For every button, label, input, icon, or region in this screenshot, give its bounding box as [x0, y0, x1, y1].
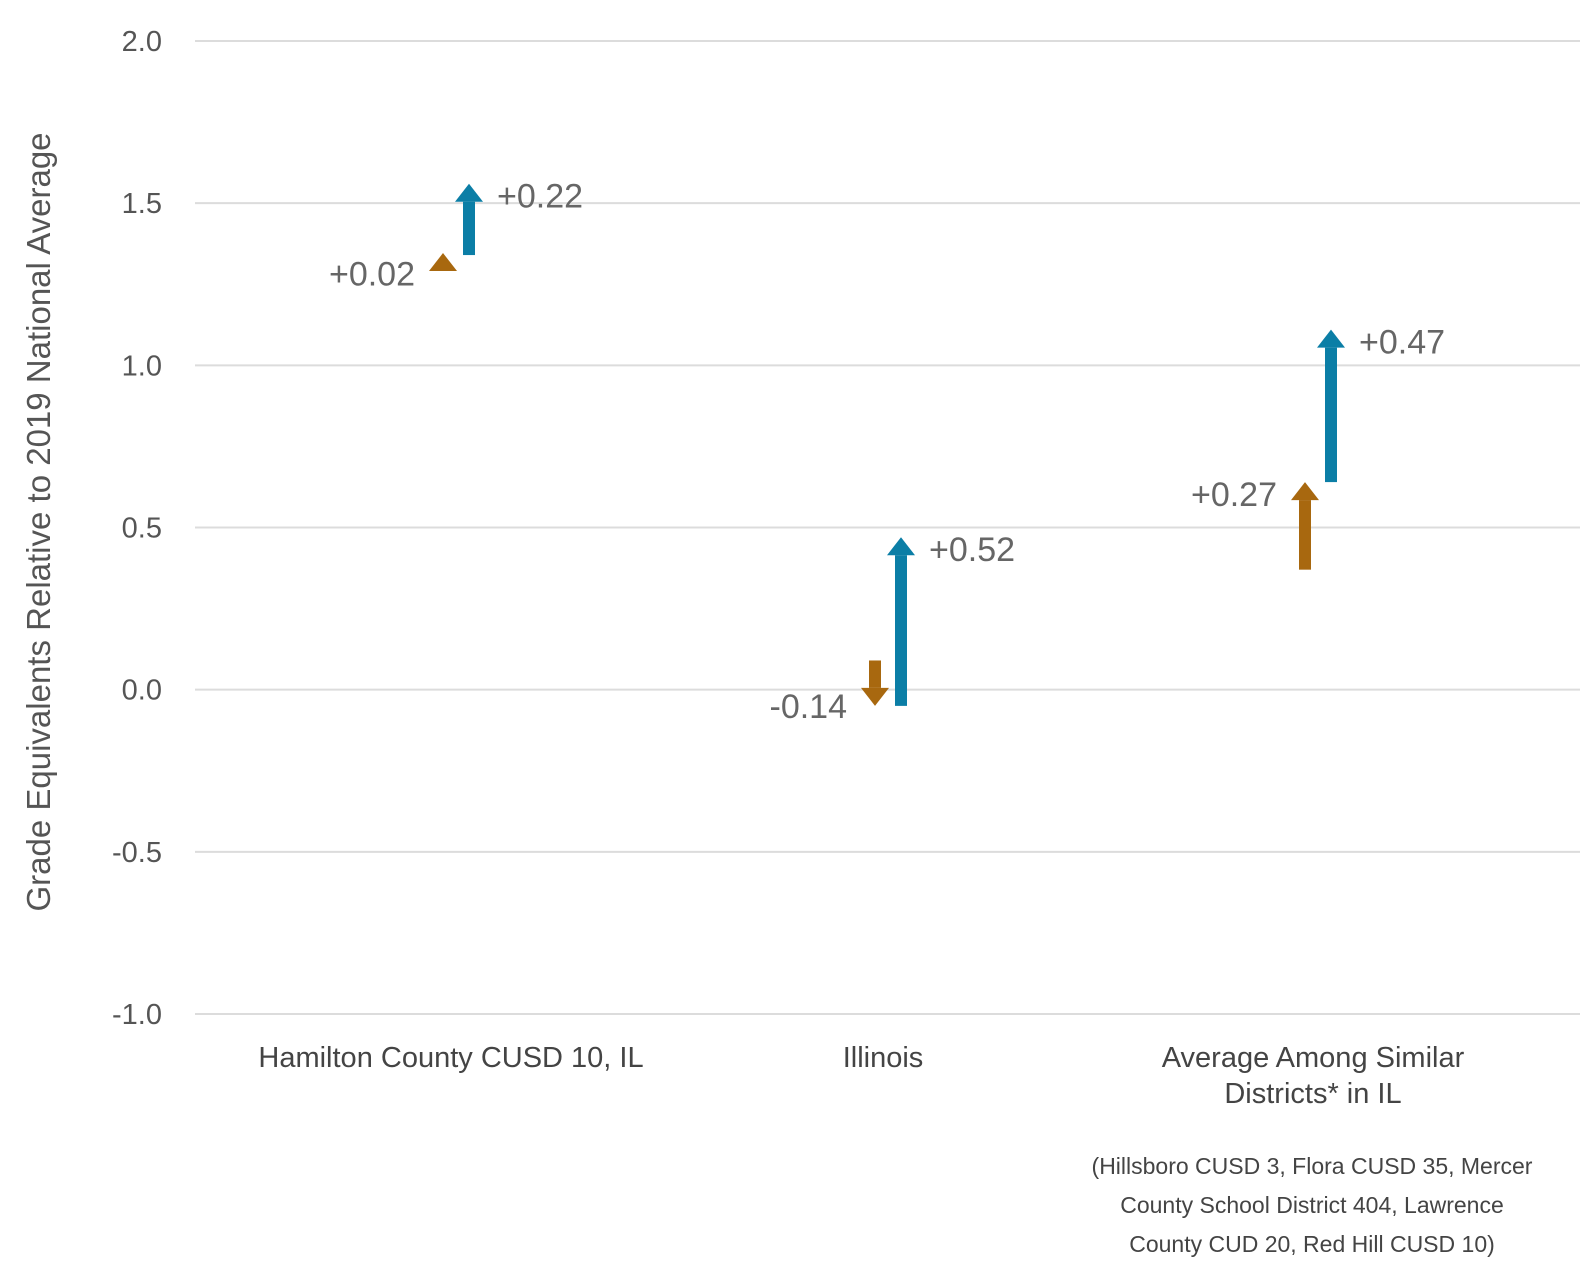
- footnote-line: County School District 404, Lawrence: [1120, 1192, 1504, 1218]
- first-change-label: -0.14: [770, 688, 848, 726]
- footnote: (Hillsboro CUSD 3, Flora CUSD 35, Mercer…: [1092, 1153, 1533, 1257]
- footnote-line: County CUD 20, Red Hill CUSD 10): [1129, 1231, 1495, 1257]
- second-change-label: +0.22: [497, 178, 583, 216]
- y-axis-label: Grade Equivalents Relative to 2019 Natio…: [20, 132, 57, 911]
- y-tick-label: 1.5: [122, 188, 162, 220]
- category-label: Hamilton County CUSD 10, IL: [258, 1042, 643, 1074]
- second-change-arrow-head: [887, 537, 915, 556]
- first-change-arrow: [429, 253, 457, 272]
- second-change-arrow-head: [455, 183, 483, 202]
- y-tick-label: 0.5: [122, 513, 162, 545]
- second-change-arrow: [1317, 329, 1345, 483]
- category-label: Illinois: [843, 1042, 924, 1074]
- second-change-arrow-shaft: [895, 555, 907, 706]
- y-axis-ticks: 2.0 1.5 1.0 0.5 0.0 -0.5 -1.0: [112, 26, 162, 1031]
- first-change-arrow-head: [1291, 482, 1319, 501]
- y-tick-label: -1.0: [112, 999, 162, 1031]
- footnote-line: (Hillsboro CUSD 3, Flora CUSD 35, Mercer: [1092, 1153, 1533, 1179]
- second-change-label: +0.47: [1359, 324, 1445, 362]
- second-change-arrow-shaft: [1325, 347, 1337, 483]
- y-tick-label: 2.0: [122, 26, 162, 58]
- second-change-arrow-shaft: [463, 201, 475, 256]
- y-tick-label: 0.0: [122, 675, 162, 707]
- first-change-arrow-head: [429, 253, 457, 272]
- first-change-label: +0.27: [1191, 476, 1277, 514]
- second-change-label: +0.52: [929, 531, 1015, 569]
- y-tick-label: 1.0: [122, 350, 162, 382]
- grid-lines: [195, 40, 1580, 1015]
- chart-marks: +0.02 +0.22 -0.14 +0.52 +0.27 +0.47: [329, 178, 1445, 726]
- second-change-arrow: [887, 537, 915, 706]
- category-labels: Hamilton County CUSD 10, IL Illinois Avera…: [258, 1042, 1464, 1110]
- first-change-label: +0.02: [329, 256, 415, 294]
- first-change-arrow: [1291, 482, 1319, 570]
- first-change-arrow: [861, 660, 889, 706]
- first-change-arrow-shaft: [869, 660, 881, 688]
- category-label: Average Among Similar: [1162, 1042, 1465, 1074]
- y-tick-label: -0.5: [112, 837, 162, 869]
- first-change-arrow-head: [861, 687, 889, 706]
- first-change-arrow-shaft: [1299, 500, 1311, 570]
- second-change-arrow: [455, 183, 483, 256]
- category-label: Districts* in IL: [1224, 1078, 1401, 1110]
- second-change-arrow-head: [1317, 329, 1345, 348]
